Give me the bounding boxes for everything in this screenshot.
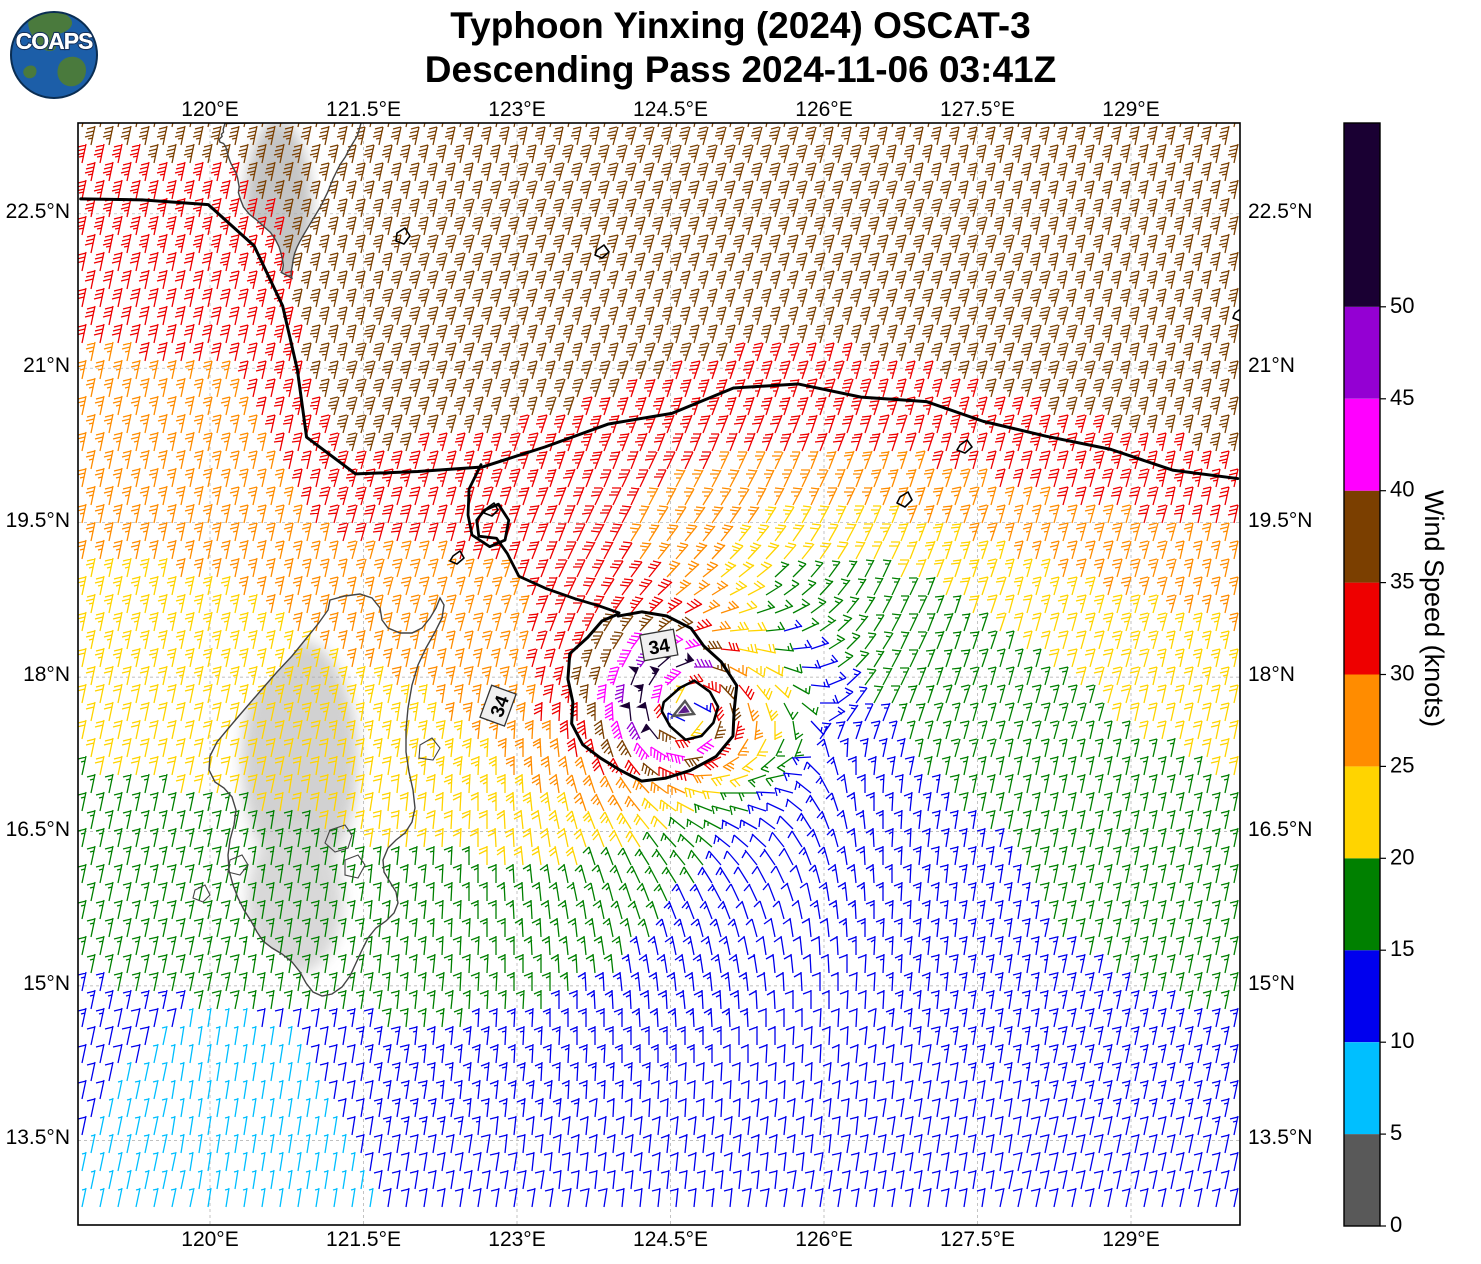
svg-text:0: 0 xyxy=(1390,1212,1402,1237)
svg-text:45: 45 xyxy=(1390,385,1414,410)
svg-text:34: 34 xyxy=(647,635,672,659)
svg-text:30: 30 xyxy=(1390,661,1414,686)
svg-text:5: 5 xyxy=(1390,1120,1402,1145)
svg-text:35: 35 xyxy=(1390,569,1414,594)
svg-text:25: 25 xyxy=(1390,752,1414,777)
svg-text:10: 10 xyxy=(1390,1028,1414,1053)
svg-text:50: 50 xyxy=(1390,293,1414,318)
svg-text:15: 15 xyxy=(1390,936,1414,961)
svg-text:20: 20 xyxy=(1390,844,1414,869)
